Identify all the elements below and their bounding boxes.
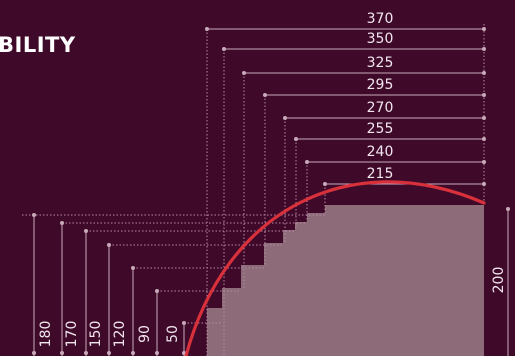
top-dimension-dot-start bbox=[205, 27, 209, 31]
left-dimension-dot bbox=[60, 221, 64, 225]
right-dimension-label: 200 bbox=[491, 267, 507, 294]
left-dimension-base-dot bbox=[60, 351, 64, 355]
top-dimension-dot-end bbox=[482, 182, 486, 186]
top-dimension-dot-start bbox=[263, 93, 267, 97]
left-dimension-label: 150 bbox=[88, 321, 104, 348]
top-dimension-label: 215 bbox=[367, 166, 394, 182]
top-dimension-label: 370 bbox=[367, 11, 394, 27]
right-dimension-dot bbox=[506, 207, 510, 211]
top-dimension-dot-end bbox=[482, 160, 486, 164]
left-dimension-set: 180 170 150 120 90 50 bbox=[32, 213, 186, 356]
top-dimension-dot-end bbox=[482, 71, 486, 75]
left-dimension-dot bbox=[107, 243, 111, 247]
top-dimension-label: 240 bbox=[367, 144, 394, 160]
top-dimension-dot-end bbox=[482, 116, 486, 120]
top-dimension-dot-start bbox=[294, 137, 298, 141]
left-dimension-base-dot bbox=[155, 351, 159, 355]
left-dimension-dot bbox=[182, 321, 186, 325]
top-dimension-dot-start bbox=[222, 47, 226, 51]
left-dimension-label: 50 bbox=[165, 325, 181, 343]
top-dimension-dot-start bbox=[305, 160, 309, 164]
top-dimension-dot-end bbox=[482, 47, 486, 51]
top-dimension-label: 255 bbox=[367, 121, 394, 137]
left-dimension-dot bbox=[84, 229, 88, 233]
top-dimension-dot-end bbox=[482, 27, 486, 31]
left-dimension-label: 90 bbox=[137, 325, 153, 343]
left-dimension-label: 180 bbox=[38, 321, 54, 348]
title-text: BILITY bbox=[0, 33, 76, 57]
top-dimension-dot-start bbox=[323, 182, 327, 186]
left-dimension-label: 120 bbox=[112, 321, 128, 348]
left-dimension-dot bbox=[131, 266, 135, 270]
top-dimension-label: 295 bbox=[367, 77, 394, 93]
top-dimension-dot-start bbox=[283, 116, 287, 120]
top-dimension-label: 325 bbox=[367, 55, 394, 71]
left-dimension-dot bbox=[32, 213, 36, 217]
left-dimension-base-dot bbox=[32, 351, 36, 355]
top-dimension-dot-start bbox=[242, 71, 246, 75]
left-dimension-label: 170 bbox=[64, 321, 80, 348]
top-dimension-set: 370 350 325 295 270 255 240 215 bbox=[205, 11, 486, 186]
stepped-profile-fill bbox=[207, 205, 484, 356]
left-dimension-dot bbox=[155, 289, 159, 293]
arc-curve bbox=[184, 180, 486, 356]
top-dimension-label: 350 bbox=[367, 31, 394, 47]
left-dimension-base-dot bbox=[131, 351, 135, 355]
top-dimension-label: 270 bbox=[367, 100, 394, 116]
left-dimension-base-dot bbox=[107, 351, 111, 355]
stepped-profile bbox=[207, 205, 484, 356]
left-dimension-base-dot bbox=[84, 351, 88, 355]
top-dimension-dot-end bbox=[482, 93, 486, 97]
top-dimension-dot-end bbox=[482, 137, 486, 141]
right-dimension-set: 200 bbox=[491, 207, 510, 356]
